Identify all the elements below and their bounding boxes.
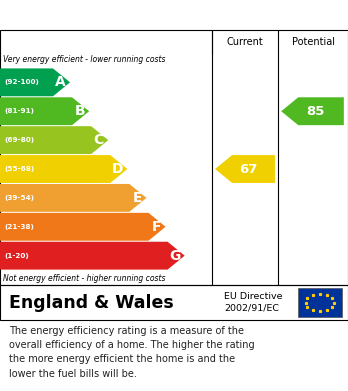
Text: 67: 67 [239,163,258,176]
Polygon shape [0,126,108,154]
Polygon shape [0,213,166,241]
Text: B: B [74,104,85,118]
Text: G: G [169,249,181,263]
Text: (55-68): (55-68) [4,166,34,172]
Text: Very energy efficient - lower running costs: Very energy efficient - lower running co… [3,56,166,65]
Text: (1-20): (1-20) [4,253,29,259]
Text: (21-38): (21-38) [4,224,34,230]
Polygon shape [215,155,275,183]
Text: C: C [94,133,104,147]
Polygon shape [0,184,147,212]
Text: (81-91): (81-91) [4,108,34,114]
Text: (92-100): (92-100) [4,79,39,85]
Polygon shape [0,242,185,270]
Text: E: E [132,191,142,205]
Polygon shape [0,68,70,96]
Text: Potential: Potential [292,37,335,47]
Text: Current: Current [227,37,264,47]
Text: Not energy efficient - higher running costs: Not energy efficient - higher running co… [3,274,166,283]
Text: F: F [151,220,161,234]
Text: The energy efficiency rating is a measure of the
overall efficiency of a home. T: The energy efficiency rating is a measur… [9,326,254,379]
Text: 85: 85 [307,105,325,118]
Text: England & Wales: England & Wales [9,294,173,312]
Text: (69-80): (69-80) [4,137,34,143]
Polygon shape [0,97,89,125]
Text: (39-54): (39-54) [4,195,34,201]
Text: D: D [112,162,124,176]
Polygon shape [281,97,344,125]
Polygon shape [0,155,127,183]
Text: Energy Efficiency Rating: Energy Efficiency Rating [9,7,211,23]
Text: A: A [55,75,66,89]
Bar [298,288,342,317]
Text: EU Directive
2002/91/EC: EU Directive 2002/91/EC [224,292,283,312]
